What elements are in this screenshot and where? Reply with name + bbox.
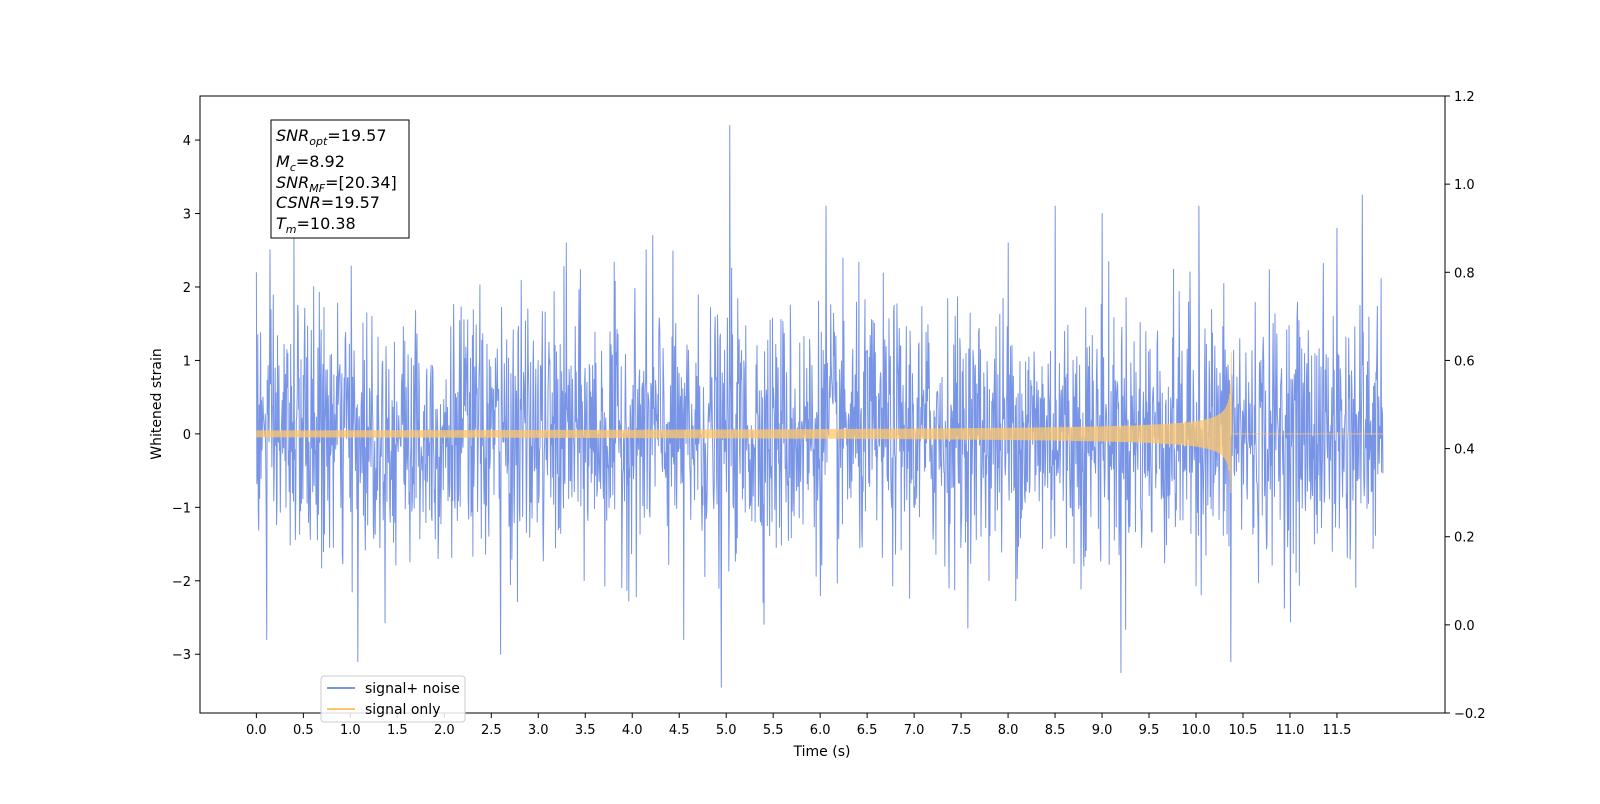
x-tick-label: 9.5: [1139, 723, 1160, 738]
y-axis-left: −3 −2 −1 0 1 2 3 4: [172, 134, 200, 663]
info-box-frame: [270, 119, 410, 239]
x-tick-label: 6.0: [810, 723, 831, 738]
y-axis-label: Whitened strain: [149, 348, 165, 459]
x-tick-label: 7.0: [904, 723, 925, 738]
y2-tick-label: 0.0: [1454, 619, 1475, 634]
y2-tick-label: −0.2: [1454, 707, 1486, 722]
plot-area: [255, 124, 1384, 688]
x-tick-label: 10.0: [1182, 723, 1211, 738]
y-tick-label: −3: [172, 648, 191, 663]
x-tick-label: 9.0: [1092, 723, 1113, 738]
x-tick-label: 0.5: [293, 723, 314, 738]
x-tick-label: 1.0: [340, 723, 361, 738]
x-tick-label: 5.0: [716, 723, 737, 738]
x-tick-label: 3.0: [528, 723, 549, 738]
info-box: SNRopt=19.57 Mc=8.92 SNRMF=[20.34] CSNR=…: [270, 119, 410, 239]
info-chirp-mass: Mc=8.92: [276, 152, 345, 174]
x-tick-label: 2.5: [481, 723, 502, 738]
y2-tick-label: 1.0: [1454, 178, 1475, 193]
series-signal-only-line: [255, 352, 1384, 494]
x-axis-label: Time (s): [793, 744, 851, 760]
x-tick-label: 8.0: [998, 723, 1019, 738]
x-tick-label: 11.5: [1322, 723, 1351, 738]
x-tick-label: 11.0: [1275, 723, 1304, 738]
y-tick-label: −1: [172, 501, 191, 516]
legend-frame: [320, 675, 466, 723]
axes-frame: [199, 95, 1446, 714]
x-tick-label: 7.5: [951, 723, 972, 738]
legend: signal+ noise signal only: [320, 675, 466, 723]
x-tick-label: 5.5: [763, 723, 784, 738]
x-tick-label: 0.0: [246, 723, 267, 738]
x-tick-label: 6.5: [857, 723, 878, 738]
x-tick-label: 4.5: [669, 723, 690, 738]
x-tick-label: 8.5: [1045, 723, 1066, 738]
y-tick-label: 0: [183, 428, 191, 443]
y-tick-label: 3: [183, 208, 191, 223]
y-tick-label: 4: [183, 134, 191, 149]
y-tick-label: 1: [183, 354, 191, 369]
y-tick-label: 2: [183, 281, 191, 296]
info-merger-time: Tm=10.38: [276, 214, 356, 236]
x-tick-label: 10.5: [1229, 723, 1258, 738]
x-tick-label: 4.0: [622, 723, 643, 738]
y2-tick-label: 0.6: [1454, 354, 1475, 369]
legend-signal-label: signal only: [365, 702, 440, 718]
y-axis-right: −0.2 0.0 0.2 0.4 0.6 0.8 1.0 1.2: [1445, 90, 1486, 722]
info-csnr: CSNR=19.57: [276, 193, 380, 212]
x-tick-label: 3.5: [575, 723, 596, 738]
series-signal-plus-noise-line: [255, 124, 1384, 688]
x-tick-label: 1.5: [387, 723, 408, 738]
y2-tick-label: 0.8: [1454, 266, 1475, 281]
y2-tick-label: 0.4: [1454, 443, 1475, 458]
x-axis: 0.0 0.5 1.0 1.5 2.0 2.5 3.0 3.5 4.0 4.5 5.0 5.5 6.0 6…: [246, 713, 1351, 738]
info-snr-mf: SNRMF=[20.34]: [276, 173, 397, 195]
legend-noise-label: signal+ noise: [365, 681, 460, 697]
y2-tick-label: 1.2: [1454, 90, 1475, 105]
y-tick-label: −2: [172, 575, 191, 590]
info-snr-opt: SNRopt=19.57: [276, 126, 387, 148]
y2-tick-label: 0.2: [1454, 531, 1475, 546]
x-tick-label: 2.0: [434, 723, 455, 738]
